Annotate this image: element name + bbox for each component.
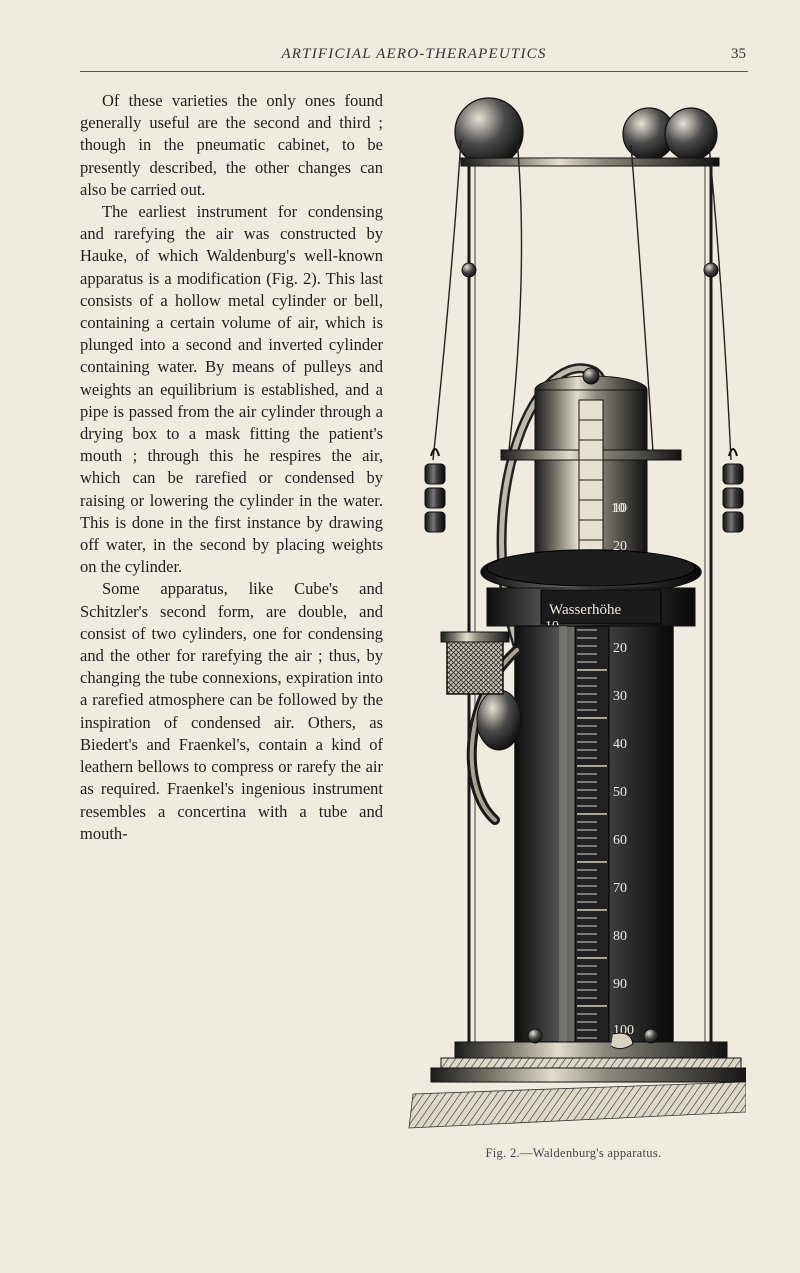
graduation-label: 90	[613, 977, 627, 992]
svg-text:10: 10	[611, 501, 625, 516]
running-header: ARTIFICIAL AERO-THERAPEUTICS 35	[80, 46, 748, 67]
graduation-label: 40	[613, 737, 627, 752]
page: ARTIFICIAL AERO-THERAPEUTICS 35 Of these…	[0, 0, 800, 1273]
text-column: Of these varieties the only ones found g…	[80, 90, 383, 1160]
graduation-label: 70	[613, 881, 627, 896]
figure-column: Wasserhöhe 10 1020203040506070809010010	[399, 90, 748, 1160]
graduation-label: 20	[613, 539, 627, 554]
apparatus-illustration: Wasserhöhe 10 1020203040506070809010010	[401, 90, 746, 1140]
graduation-label: 30	[613, 689, 627, 704]
wasserhohe-label: Wasserhöhe	[549, 602, 621, 618]
paragraph-3: Some apparatus, like Cube's and Schitzle…	[80, 578, 383, 844]
paragraph-2: The earliest instrument for condensing a…	[80, 201, 383, 578]
figure-caption: Fig. 2.—Waldenburg's apparatus.	[401, 1146, 746, 1161]
content-columns: Of these varieties the only ones found g…	[80, 90, 748, 1160]
graduation-label: 50	[613, 785, 627, 800]
paragraph-1: Of these varieties the only ones found g…	[80, 90, 383, 201]
header-rule	[80, 71, 748, 72]
running-title: ARTIFICIAL AERO-THERAPEUTICS	[112, 46, 716, 63]
figure-wrap: Wasserhöhe 10 1020203040506070809010010	[401, 90, 746, 1160]
graduation-label: 60	[613, 833, 627, 848]
graduation-label: 80	[613, 929, 627, 944]
page-number: 35	[716, 46, 746, 63]
graduation-label: 20	[613, 641, 627, 656]
